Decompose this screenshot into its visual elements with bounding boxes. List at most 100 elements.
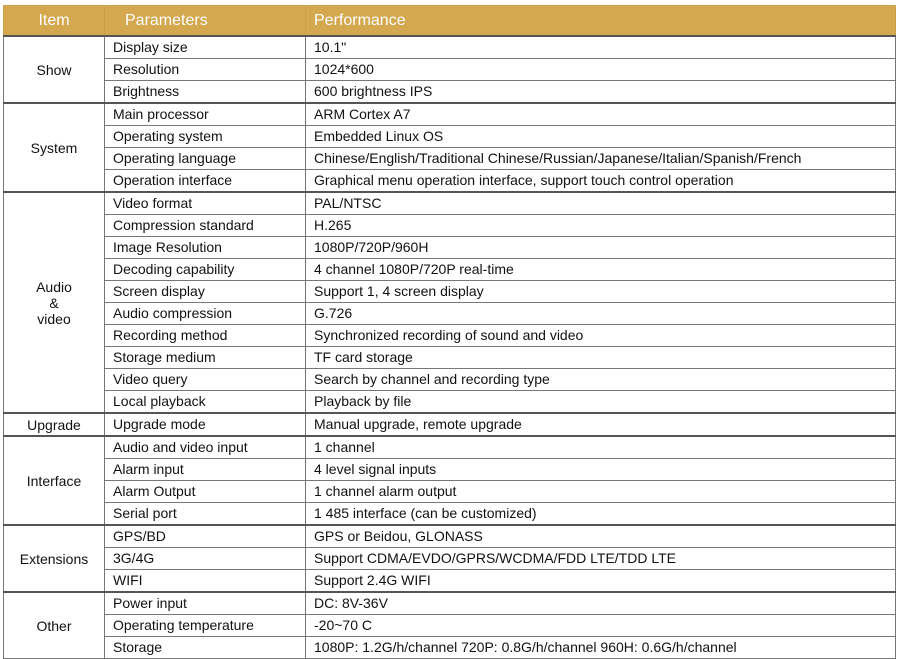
group-name: Upgrade bbox=[3, 412, 105, 437]
performance-cell: Support 2.4G WIFI bbox=[305, 569, 896, 593]
performance-cell: 1080P/720P/960H bbox=[305, 236, 896, 259]
parameter-cell: Video format bbox=[104, 191, 306, 215]
table-row: Video query Search by channel and recordi… bbox=[4, 368, 896, 391]
performance-cell: GPS or Beidou, GLONASS bbox=[305, 524, 896, 548]
parameter-cell: Screen display bbox=[104, 280, 306, 303]
group-name: System bbox=[3, 102, 105, 193]
parameter-cell: 3G/4G bbox=[104, 547, 306, 570]
table-row: 3G/4G Support CDMA/EVDO/GPRS/WCDMA/FDD LT… bbox=[4, 547, 896, 570]
parameter-cell: Local playback bbox=[104, 390, 306, 414]
group-name: Show bbox=[3, 35, 105, 104]
parameter-cell: Serial port bbox=[104, 502, 306, 526]
group-name-line: Upgrade bbox=[27, 416, 81, 433]
parameter-cell: Recording method bbox=[104, 324, 306, 347]
group-name-line: Interface bbox=[26, 472, 82, 489]
performance-cell: 10.1" bbox=[305, 35, 896, 59]
performance-cell: PAL/NTSC bbox=[305, 191, 896, 215]
spec-body: Show Display size 10.1" Resolution 1024*600 B… bbox=[3, 35, 896, 659]
spec-table: Item Parameters Performance Show Display … bbox=[3, 5, 896, 659]
parameter-cell: WIFI bbox=[104, 569, 306, 593]
table-row: Audio compression G.726 bbox=[4, 302, 896, 325]
parameter-cell: Alarm Output bbox=[104, 480, 306, 503]
performance-cell: -20~70 C bbox=[305, 614, 896, 637]
parameter-cell: Power input bbox=[104, 591, 306, 615]
table-row: Alarm Output 1 channel alarm output bbox=[4, 480, 896, 503]
table-row: Screen display Support 1, 4 screen displa… bbox=[4, 280, 896, 303]
performance-cell: G.726 bbox=[305, 302, 896, 325]
table-row: Alarm input 4 level signal inputs bbox=[4, 458, 896, 481]
performance-cell: TF card storage bbox=[305, 346, 896, 369]
parameter-cell: Image Resolution bbox=[104, 236, 306, 259]
header-row: Item Parameters Performance bbox=[3, 5, 896, 37]
table-row: Show Display size 10.1" bbox=[3, 35, 896, 104]
parameter-cell: Decoding capability bbox=[104, 258, 306, 281]
table-row: Interface Audio and video input 1 channel bbox=[3, 435, 896, 526]
performance-cell: 1024*600 bbox=[305, 58, 896, 81]
parameter-cell: Audio and video input bbox=[104, 435, 306, 459]
parameter-cell: Main processor bbox=[104, 102, 306, 126]
parameter-cell: Brightness bbox=[104, 80, 306, 104]
table-row: Other Power input DC: 8V-36V bbox=[3, 591, 896, 659]
table-row: Decoding capability 4 channel 1080P/720P … bbox=[4, 258, 896, 281]
group-name-line: video bbox=[37, 310, 71, 327]
table-row: Image Resolution 1080P/720P/960H bbox=[4, 236, 896, 259]
parameter-cell: Video query bbox=[104, 368, 306, 391]
performance-cell: Embedded Linux OS bbox=[305, 125, 896, 148]
parameter-cell: Operating temperature bbox=[104, 614, 306, 637]
table-row: Operating system Embedded Linux OS bbox=[4, 125, 896, 148]
performance-cell: Playback by file bbox=[305, 390, 896, 414]
performance-cell: Synchronized recording of sound and vide… bbox=[305, 324, 896, 347]
performance-cell: 4 channel 1080P/720P real-time bbox=[305, 258, 896, 281]
table-row: Brightness 600 brightness IPS bbox=[4, 80, 896, 104]
header-performance: Performance bbox=[305, 5, 896, 37]
table-row: Compression standard H.265 bbox=[4, 214, 896, 237]
performance-cell: 1080P: 1.2G/h/channel 720P: 0.8G/h/chann… bbox=[305, 636, 896, 659]
performance-cell: 4 level signal inputs bbox=[305, 458, 896, 481]
header-parameters: Parameters bbox=[104, 5, 306, 37]
table-row: WIFI Support 2.4G WIFI bbox=[4, 569, 896, 593]
parameter-cell: GPS/BD bbox=[104, 524, 306, 548]
table-row: Extensions GPS/BD GPS or Beidou, GLONASS bbox=[3, 524, 896, 593]
group-name: Other bbox=[3, 591, 105, 659]
group-name-line: Other bbox=[36, 617, 72, 634]
parameter-cell: Operation interface bbox=[104, 169, 306, 193]
table-row: Operating language Chinese/English/Tradit… bbox=[4, 147, 896, 170]
group-name: Interface bbox=[3, 435, 105, 526]
table-row: Storage medium TF card storage bbox=[4, 346, 896, 369]
parameter-cell: Resolution bbox=[104, 58, 306, 81]
performance-cell: 1 485 interface (can be customized) bbox=[305, 502, 896, 526]
parameter-cell: Storage bbox=[104, 636, 306, 659]
table-row: Upgrade Upgrade mode Manual upgrade, remot… bbox=[3, 412, 896, 437]
performance-cell: Graphical menu operation interface, supp… bbox=[305, 169, 896, 193]
table-row: Serial port 1 485 interface (can be custo… bbox=[4, 502, 896, 526]
parameter-cell: Operating language bbox=[104, 147, 306, 170]
performance-cell: DC: 8V-36V bbox=[305, 591, 896, 615]
parameter-cell: Audio compression bbox=[104, 302, 306, 325]
performance-cell: Chinese/English/Traditional Chinese/Russ… bbox=[305, 147, 896, 170]
performance-cell: H.265 bbox=[305, 214, 896, 237]
table-row: Local playback Playback by file bbox=[4, 390, 896, 414]
group-name-line: Extensions bbox=[19, 550, 89, 567]
performance-cell: Search by channel and recording type bbox=[305, 368, 896, 391]
parameter-cell: Upgrade mode bbox=[104, 412, 306, 437]
performance-cell: ARM Cortex A7 bbox=[305, 102, 896, 126]
performance-cell: 1 channel alarm output bbox=[305, 480, 896, 503]
table-row: Recording method Synchronized recording o… bbox=[4, 324, 896, 347]
table-row: Audio & video Video format PAL/NTSC bbox=[3, 191, 896, 414]
header-item: Item bbox=[3, 5, 105, 37]
performance-cell: Support 1, 4 screen display bbox=[305, 280, 896, 303]
group-name-line: & bbox=[49, 294, 59, 311]
table-row: Operation interface Graphical menu operat… bbox=[4, 169, 896, 193]
parameter-cell: Storage medium bbox=[104, 346, 306, 369]
parameter-cell: Compression standard bbox=[104, 214, 306, 237]
table-row: Resolution 1024*600 bbox=[4, 58, 896, 81]
group-name: Audio & video bbox=[3, 191, 105, 414]
performance-cell: 1 channel bbox=[305, 435, 896, 459]
group-name-line: Audio bbox=[36, 278, 72, 295]
parameter-cell: Alarm input bbox=[104, 458, 306, 481]
group-name-line: System bbox=[30, 139, 78, 156]
performance-cell: Support CDMA/EVDO/GPRS/WCDMA/FDD LTE/TDD… bbox=[305, 547, 896, 570]
table-row: Storage 1080P: 1.2G/h/channel 720P: 0.8G/… bbox=[4, 636, 896, 659]
group-name: Extensions bbox=[3, 524, 105, 593]
parameter-cell: Operating system bbox=[104, 125, 306, 148]
